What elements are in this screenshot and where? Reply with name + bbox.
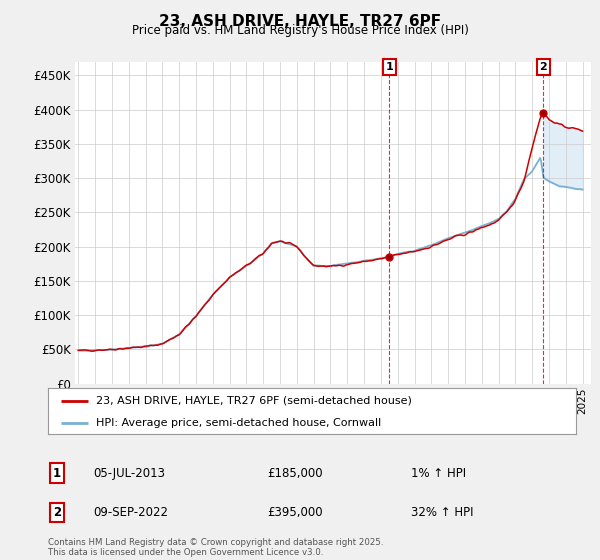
Text: 23, ASH DRIVE, HAYLE, TR27 6PF (semi-detached house): 23, ASH DRIVE, HAYLE, TR27 6PF (semi-det… [95, 396, 412, 406]
Text: £395,000: £395,000 [267, 506, 323, 519]
Text: 2: 2 [539, 62, 547, 72]
Text: 32% ↑ HPI: 32% ↑ HPI [411, 506, 473, 519]
Text: 1: 1 [53, 466, 61, 480]
Text: 1: 1 [385, 62, 393, 72]
Text: 05-JUL-2013: 05-JUL-2013 [93, 466, 165, 480]
Text: 23, ASH DRIVE, HAYLE, TR27 6PF: 23, ASH DRIVE, HAYLE, TR27 6PF [159, 14, 441, 29]
Text: Contains HM Land Registry data © Crown copyright and database right 2025.
This d: Contains HM Land Registry data © Crown c… [48, 538, 383, 557]
Text: 09-SEP-2022: 09-SEP-2022 [93, 506, 168, 519]
Text: 1% ↑ HPI: 1% ↑ HPI [411, 466, 466, 480]
Text: Price paid vs. HM Land Registry's House Price Index (HPI): Price paid vs. HM Land Registry's House … [131, 24, 469, 37]
Text: 2: 2 [53, 506, 61, 519]
Text: HPI: Average price, semi-detached house, Cornwall: HPI: Average price, semi-detached house,… [95, 418, 381, 427]
Text: £185,000: £185,000 [267, 466, 323, 480]
